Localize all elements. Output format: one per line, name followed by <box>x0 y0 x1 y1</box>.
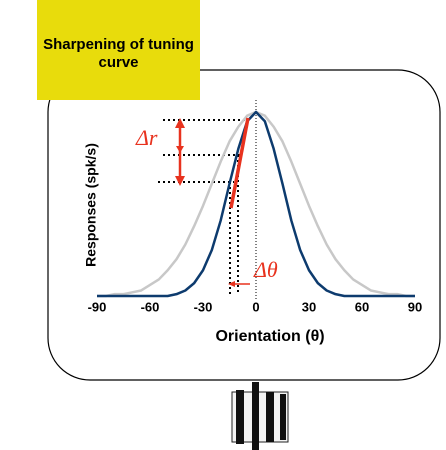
delta-theta: Δθ <box>253 257 278 282</box>
x-tick-label: 60 <box>355 299 369 314</box>
x-tick-label: 90 <box>408 299 422 314</box>
title-box: Sharpening of tuning curve <box>37 0 200 100</box>
x-tick-label: -60 <box>141 299 160 314</box>
x-tick-label: 30 <box>302 299 316 314</box>
x-axis-label: Orientation (θ) <box>215 328 324 345</box>
page: Responses (spk/s) Orientation (θ) Δr Δθ … <box>0 0 446 450</box>
delta-r: Δr <box>135 125 158 150</box>
x-tick-label: -90 <box>88 299 107 314</box>
x-tick-label: 0 <box>252 299 259 314</box>
x-tick-label: -30 <box>194 299 213 314</box>
y-axis-label: Responses (spk/s) <box>83 143 99 267</box>
grating-icon <box>232 382 288 450</box>
